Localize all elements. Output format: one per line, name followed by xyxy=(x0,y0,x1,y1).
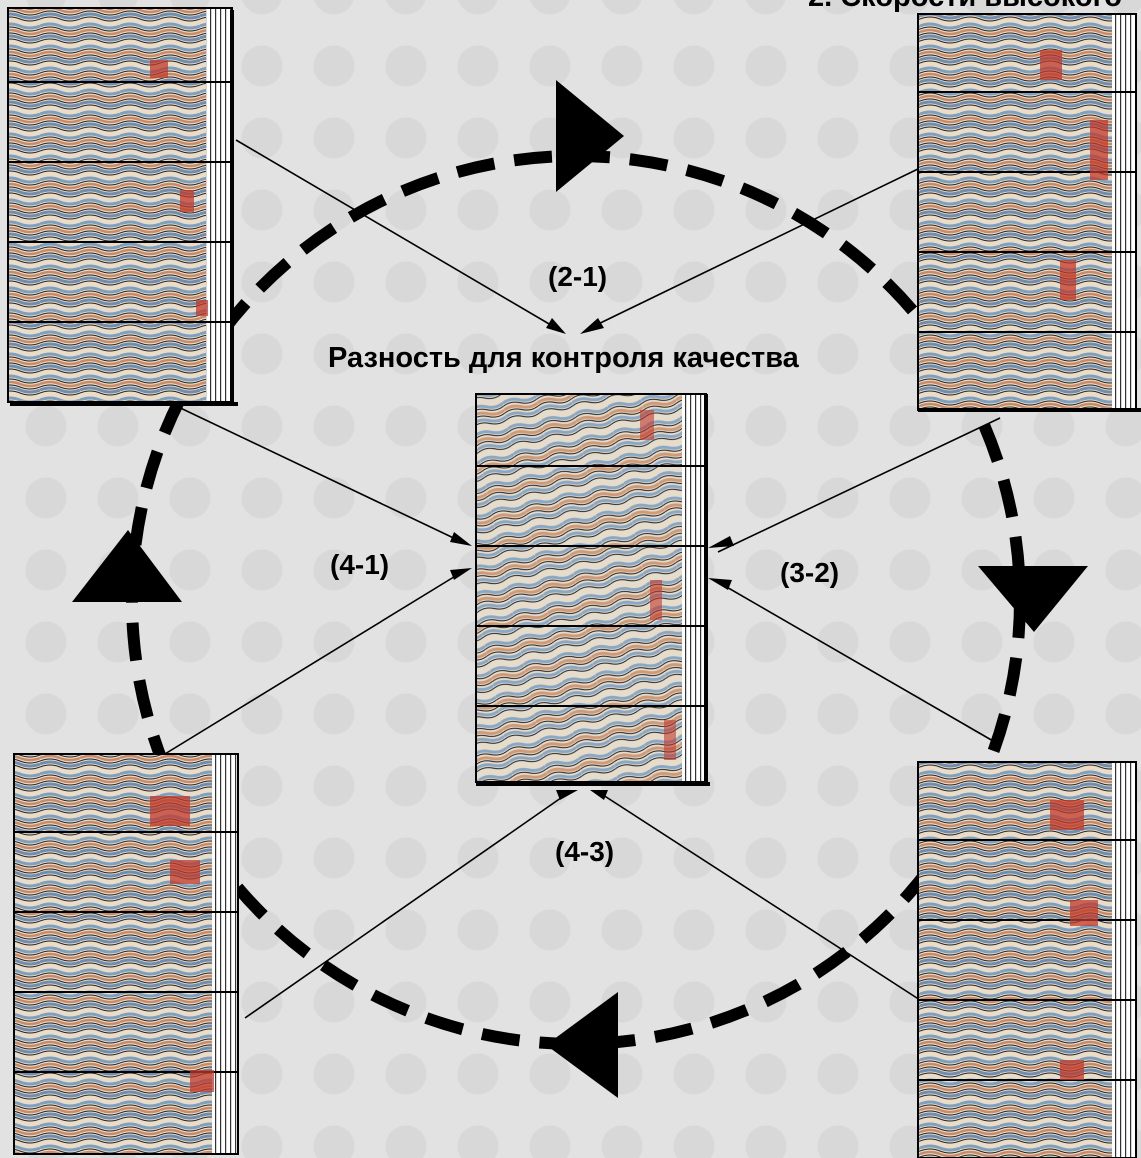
big-arrow-down-icon xyxy=(978,566,1088,632)
cycle-direction-arrows xyxy=(72,80,1088,1098)
line-panel4-to-d41 xyxy=(159,571,463,758)
line-panel4-to-d43 xyxy=(244,792,569,1019)
arrowhead-d41-bottom-icon xyxy=(450,568,472,580)
line-panel2-to-d32 xyxy=(717,417,1001,553)
difference-label-3-2: (3-2) xyxy=(780,557,840,588)
big-arrow-left-icon xyxy=(546,992,618,1098)
arrowhead-d32-top-icon xyxy=(708,536,734,548)
line-panel2-to-d21 xyxy=(589,167,921,329)
arrowhead-d41-top-icon xyxy=(450,532,472,546)
line-panel1-to-d21 xyxy=(235,139,557,329)
difference-label-4-1: (4-1) xyxy=(330,549,390,580)
arrowhead-d21-right-icon xyxy=(580,318,604,334)
seismic-panel-4 xyxy=(13,753,239,1155)
seismic-panel-1 xyxy=(7,7,238,406)
qc-difference-panel xyxy=(475,393,710,786)
difference-label-4-3: (4-3) xyxy=(555,836,615,867)
line-panel1-to-d41 xyxy=(171,403,463,543)
difference-lines xyxy=(159,139,1001,1019)
big-arrow-right-icon xyxy=(556,80,624,192)
line-panel3-to-d43 xyxy=(599,792,921,1001)
arrowhead-d43-left-icon xyxy=(556,790,578,800)
difference-label-2-1: (2-1) xyxy=(548,261,608,292)
arrowhead-d32-bottom-icon xyxy=(708,578,732,590)
arrowhead-d21-left-icon xyxy=(546,318,566,334)
small-arrowheads xyxy=(450,318,734,800)
arrowhead-d43-right-icon xyxy=(590,790,608,800)
qc-title: Разность для контроля качества xyxy=(328,342,799,374)
seismic-panel-3 xyxy=(917,761,1137,1158)
big-arrow-up-icon xyxy=(72,530,182,602)
panel-2-caption: 2. Скорости высокого xyxy=(808,0,1122,12)
line-panel3-to-d32 xyxy=(717,581,1001,746)
seismic-panel-2 xyxy=(917,13,1141,412)
